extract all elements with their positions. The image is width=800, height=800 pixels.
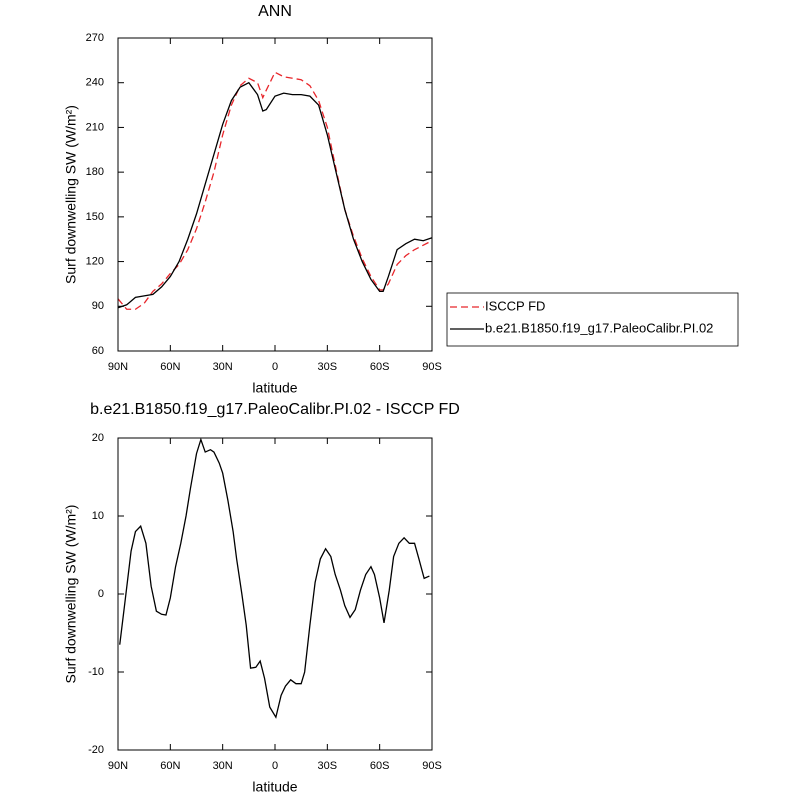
x-tick-label: 30S: [318, 760, 338, 772]
y-tick-label: -20: [88, 744, 104, 756]
y-tick-label: 120: [86, 255, 104, 267]
x-tick-label: 60N: [160, 361, 180, 373]
x-tick-label: 60N: [160, 760, 180, 772]
y-tick-label: 210: [86, 121, 104, 133]
y-tick-label: 10: [92, 510, 104, 522]
legend-label: ISCCP FD: [485, 298, 545, 313]
y-tick-label: 150: [86, 211, 104, 223]
y-axis-label: Surf downwelling SW (W/m²): [63, 105, 79, 284]
y-tick-label: 240: [86, 77, 104, 89]
chart-title: b.e21.B1850.f19_g17.PaleoCalibr.PI.02 - …: [90, 401, 460, 418]
chart-title: ANN: [258, 3, 292, 20]
y-tick-label: -10: [88, 666, 104, 678]
x-tick-label: 30N: [213, 760, 233, 772]
x-tick-label: 30S: [318, 361, 338, 373]
x-tick-label: 90N: [108, 760, 128, 772]
x-tick-label: 0: [272, 760, 278, 772]
x-tick-label: 60S: [370, 760, 390, 772]
y-tick-label: 270: [86, 32, 104, 44]
y-tick-label: 60: [92, 345, 104, 357]
y-tick-label: 180: [86, 166, 104, 178]
plot-frame: [117, 437, 433, 751]
y-tick-label: 20: [92, 432, 104, 444]
data-line: [117, 81, 433, 309]
y-tick-label: 0: [98, 588, 104, 600]
y-tick-label: 90: [92, 300, 104, 312]
data-line: [117, 71, 433, 310]
x-tick-label: 30N: [213, 361, 233, 373]
x-tick-label: 60S: [370, 361, 390, 373]
plot-frame: [117, 37, 433, 352]
data-line: [119, 437, 430, 719]
legend-box: [446, 292, 739, 347]
legend-label: b.e21.B1850.f19_g17.PaleoCalibr.PI.02: [485, 320, 713, 335]
x-axis-label: latitude: [252, 779, 297, 795]
x-axis-label: latitude: [252, 380, 297, 396]
y-axis-label: Surf downwelling SW (W/m²): [63, 505, 79, 684]
x-tick-label: 90N: [108, 361, 128, 373]
x-tick-label: 90S: [422, 760, 442, 772]
x-tick-label: 90S: [422, 361, 442, 373]
x-tick-label: 0: [272, 361, 278, 373]
